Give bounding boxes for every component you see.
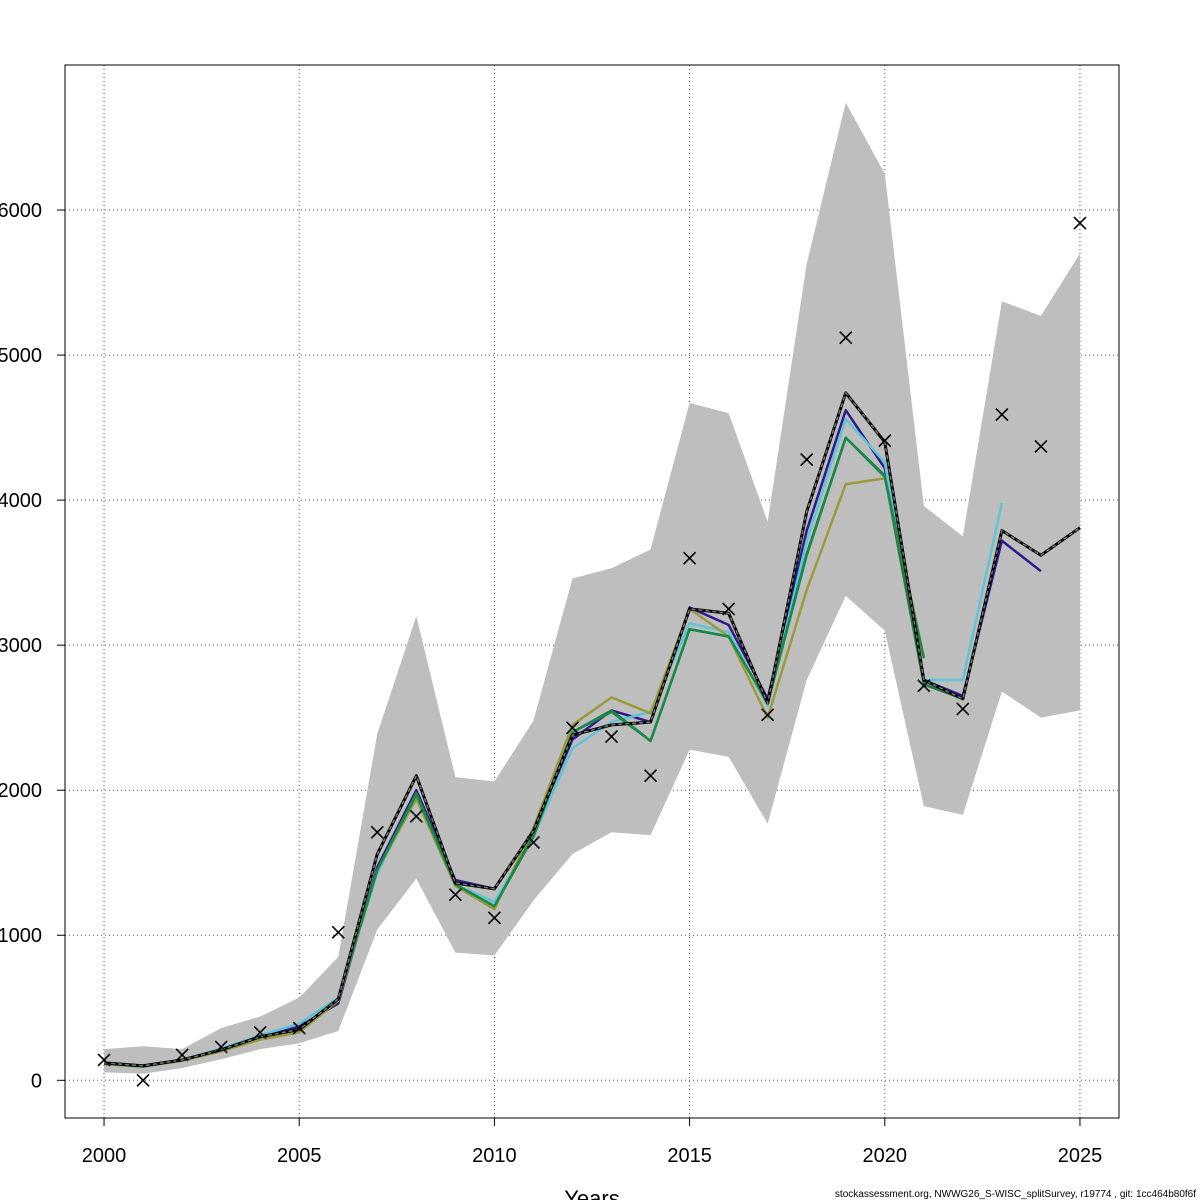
observation-point	[956, 702, 970, 716]
observation-point-stroke	[1034, 439, 1048, 454]
observation-point	[136, 1073, 150, 1087]
observation-point	[565, 721, 580, 735]
y-tick-label: 4000	[0, 490, 42, 512]
observation-point	[292, 1021, 306, 1035]
observation-point-stroke	[214, 1040, 228, 1054]
observation-point	[839, 331, 853, 345]
observation-point	[448, 888, 462, 902]
y-tick-label: 0	[31, 1070, 42, 1092]
observation-point-stroke	[136, 1073, 150, 1087]
observation-point	[800, 452, 814, 467]
observation-point-stroke	[800, 452, 814, 467]
observation-point	[409, 809, 423, 823]
observation-point	[1034, 439, 1048, 454]
observation-point-stroke	[409, 809, 423, 823]
series-layer	[103, 391, 1081, 1068]
confidence-band-layer	[104, 102, 1080, 1074]
x-axis-title: Years	[564, 1186, 619, 1200]
observation-point-stroke	[761, 708, 775, 722]
observation-point-stroke	[292, 1021, 306, 1035]
observation-point	[370, 825, 384, 839]
observation-point-stroke	[253, 1025, 267, 1039]
y-tick-label: 3000	[0, 635, 42, 657]
observation-point-stroke	[331, 925, 345, 939]
observation-point	[995, 407, 1009, 422]
observation-point	[604, 729, 619, 744]
observation-point	[683, 551, 697, 565]
observation-point	[643, 769, 658, 783]
observation-point-stroke	[175, 1048, 189, 1062]
observation-point	[917, 679, 931, 693]
observation-point	[97, 1053, 111, 1067]
x-tick-label: 2025	[1058, 1145, 1103, 1167]
observation-point-stroke	[487, 911, 501, 925]
observation-point	[526, 835, 541, 849]
observation-point	[175, 1048, 189, 1062]
observation-point-stroke	[604, 729, 619, 744]
series-line-estimate-dashed	[103, 391, 1081, 1067]
observation-point-stroke	[1073, 216, 1087, 230]
observation-point-stroke	[995, 407, 1009, 422]
observation-point-stroke	[643, 769, 658, 783]
y-tick-label: 5000	[0, 345, 42, 367]
observation-point-stroke	[683, 551, 697, 565]
observation-point	[878, 434, 892, 448]
plot-frame	[64, 64, 1120, 1119]
x-tick-label: 2015	[667, 1145, 712, 1167]
observation-point-stroke	[370, 825, 384, 839]
y-tick-label: 6000	[0, 200, 42, 222]
observation-point	[1073, 216, 1087, 230]
x-tick-label: 2000	[82, 1145, 127, 1167]
footer-note: stockassessment.org, NWWG26_S-WISC_split…	[835, 1189, 1196, 1200]
observation-points-layer	[97, 216, 1087, 1087]
axes: 2000 2005 2010 2015 2020 2025 0 1000 2000 3000 400…	[0, 200, 1102, 1167]
observation-point-stroke	[526, 835, 541, 849]
observation-point-stroke	[448, 888, 462, 902]
observation-point	[487, 911, 501, 925]
observation-point	[331, 925, 345, 939]
x-tick-label: 2020	[863, 1145, 908, 1167]
observation-point-stroke	[97, 1053, 111, 1067]
observation-point-stroke	[917, 679, 931, 693]
observation-point	[253, 1025, 267, 1039]
y-tick-label: 2000	[0, 780, 42, 802]
observation-point	[761, 708, 775, 722]
y-tick-label: 1000	[0, 925, 42, 947]
observation-point-stroke	[722, 602, 736, 616]
observation-point	[722, 602, 736, 616]
observation-point-stroke	[839, 331, 853, 345]
x-tick-label: 2010	[472, 1145, 517, 1167]
observation-point-stroke	[956, 702, 970, 716]
observation-point-stroke	[565, 721, 580, 735]
observation-point	[214, 1040, 228, 1054]
observation-point-stroke	[878, 434, 892, 448]
x-tick-label: 2005	[277, 1145, 322, 1167]
confidence-band	[104, 102, 1080, 1074]
